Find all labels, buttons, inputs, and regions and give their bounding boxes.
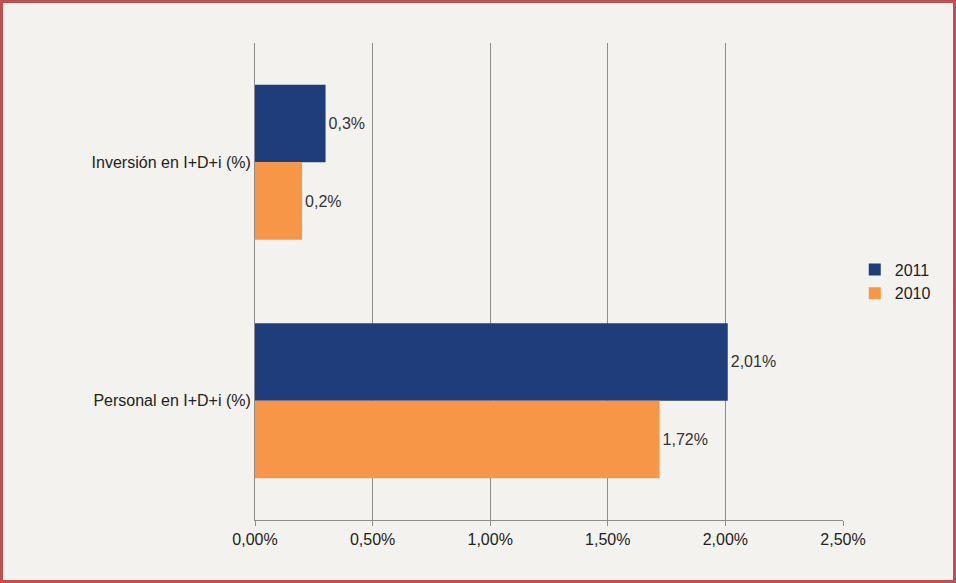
svg-text:0,00%: 0,00% — [232, 531, 277, 548]
svg-text:Personal en I+D+i (%): Personal en I+D+i (%) — [93, 392, 250, 409]
svg-text:0,3%: 0,3% — [329, 115, 365, 132]
svg-text:2,01%: 2,01% — [731, 353, 776, 370]
svg-text:2,00%: 2,00% — [703, 531, 748, 548]
svg-text:1,72%: 1,72% — [663, 431, 708, 448]
svg-text:Inversión en I+D+i (%): Inversión en I+D+i (%) — [92, 154, 251, 171]
svg-text:2010: 2010 — [895, 285, 931, 302]
svg-text:1,00%: 1,00% — [468, 531, 513, 548]
svg-text:0,2%: 0,2% — [305, 193, 341, 210]
svg-text:0,50%: 0,50% — [350, 531, 395, 548]
svg-text:2,50%: 2,50% — [820, 531, 865, 548]
svg-text:1,50%: 1,50% — [585, 531, 630, 548]
svg-text:2011: 2011 — [895, 262, 930, 279]
